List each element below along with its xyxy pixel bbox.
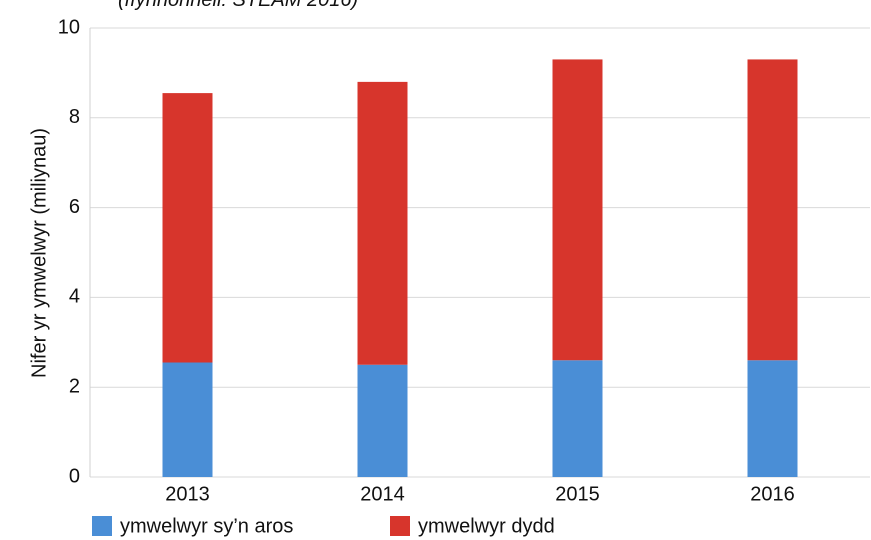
- legend-label: ymwelwyr dydd: [418, 515, 555, 537]
- chart-subtitle: (ffynhonnell: STEAM 2016): [118, 0, 358, 11]
- y-tick-label: 4: [69, 286, 80, 308]
- x-tick-label: 2016: [750, 483, 795, 505]
- legend-swatch: [390, 516, 410, 536]
- y-tick-label: 10: [58, 16, 80, 38]
- x-tick-label: 2014: [360, 483, 405, 505]
- bar-segment: [357, 81, 408, 365]
- bar-segment: [747, 59, 798, 361]
- bar-segment: [552, 59, 603, 361]
- bar-segment: [357, 364, 408, 477]
- legend-label: ymwelwyr sy’n aros: [120, 515, 293, 537]
- x-tick-label: 2015: [555, 483, 600, 505]
- y-tick-label: 0: [69, 465, 80, 487]
- legend-swatch: [92, 516, 112, 536]
- bar-segment: [747, 360, 798, 477]
- y-tick-label: 6: [69, 196, 80, 218]
- x-tick-label: 2013: [165, 483, 210, 505]
- y-tick-label: 8: [69, 106, 80, 128]
- y-axis-label: Nifer yr ymwelwyr (miliynau): [28, 128, 50, 378]
- bar-segment: [162, 93, 213, 363]
- bar-segment: [162, 362, 213, 477]
- y-tick-label: 2: [69, 375, 80, 397]
- bar-segment: [552, 360, 603, 477]
